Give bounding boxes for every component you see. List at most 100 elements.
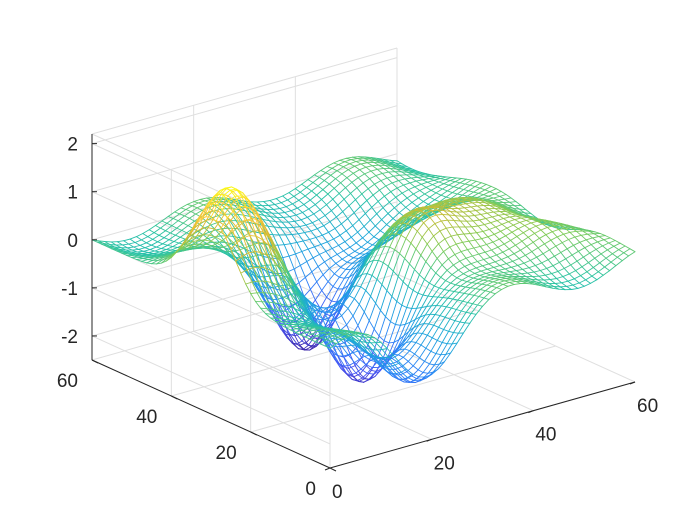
z-tick-label: -2 [61,327,78,348]
mesh-segment [557,270,564,278]
mesh-segment [385,295,393,318]
mesh-segment [236,237,244,243]
mesh-segment [239,206,246,221]
mesh-segment [471,278,479,284]
mesh-segment [474,215,480,221]
mesh-segment [544,274,551,281]
mesh-segment [279,208,286,213]
mesh-segment [410,341,417,343]
mesh-segment [431,326,440,339]
mesh-segment [436,257,443,266]
mesh-segment [228,195,236,202]
mesh-segment [187,225,194,229]
mesh-segment [342,205,350,213]
mesh-segment [409,248,417,265]
mesh-segment [502,248,510,253]
mesh-segment [334,315,343,321]
mesh-segment [343,356,350,369]
mesh-segment [450,299,459,309]
mesh-segment [482,228,490,232]
mesh-segment [561,282,567,287]
mesh-segment [161,220,168,224]
mesh-segment [110,241,117,246]
mesh-segment [195,209,203,215]
mesh-segment [591,275,598,281]
mesh-segment [342,166,349,171]
mesh-segment [330,210,337,218]
mesh-segment [346,315,354,326]
mesh-segment [472,303,478,306]
mesh-segment [226,186,232,190]
mesh-segment [286,305,295,309]
mesh-segment [233,242,241,251]
mesh-segment [249,243,256,247]
mesh-segment [489,191,496,195]
mesh-segment [565,254,573,260]
mesh-segment [396,160,403,165]
mesh-segment [603,239,610,244]
mesh-segment [222,195,229,204]
mesh-segment [301,179,309,185]
mesh-segment [375,175,382,182]
mesh-segment [411,201,418,207]
mesh-segment [233,206,241,212]
mesh-segment [155,243,164,248]
mesh-segment [412,365,419,371]
mesh-segment [256,201,263,207]
mesh-segment [179,209,187,215]
mesh-segment [128,242,136,245]
mesh-segment [610,261,617,267]
mesh-segment [258,217,265,232]
mesh-segment [148,250,156,254]
mesh-segment [248,272,255,276]
mesh-segment [277,244,285,246]
mesh-segment [518,258,525,264]
mesh-segment [415,180,422,185]
mesh-segment [322,318,330,322]
mesh-segment [438,316,446,328]
mesh-segment [298,314,306,318]
mesh-segment [258,276,266,289]
mesh-segment [392,253,401,272]
mesh-segment [509,216,516,221]
mesh-segment [332,286,339,290]
mesh-segment [574,236,581,243]
mesh-segment [350,192,356,201]
mesh-segment [265,267,272,283]
wall-top-edge [91,47,398,135]
mesh-segment [271,212,278,218]
mesh-segment [408,186,416,191]
mesh-segment [309,199,316,206]
mesh-segment [456,277,463,281]
mesh-segment [591,271,599,277]
mesh-segment [194,228,203,233]
mesh-segment [215,236,223,242]
mesh-segment [578,282,585,287]
mesh-segment [278,234,285,246]
mesh-segment [436,329,445,341]
mesh-segment [355,259,363,269]
mesh-segment [327,333,334,337]
mesh-segment [332,335,339,338]
mesh-segment [458,291,465,294]
mesh-segment [397,257,406,277]
mesh-segment [255,301,262,309]
mesh-segment [360,246,367,251]
mesh-segment [344,364,350,367]
mesh-segment [333,182,342,189]
mesh-segment [455,241,463,245]
mesh-segment [275,198,282,204]
mesh-segment [167,244,174,248]
mesh-segment [441,264,448,271]
mesh-segment [197,234,204,241]
y-tick-label: 20 [216,443,237,464]
mesh-segment [473,191,479,194]
mesh-segment [476,259,485,262]
mesh-segment [229,250,236,253]
mesh-segment [341,315,348,326]
mesh-segment [445,298,454,308]
mesh-segment [338,244,344,252]
mesh-segment [303,204,310,210]
mesh-segment [522,232,529,238]
mesh-segment [226,236,234,244]
